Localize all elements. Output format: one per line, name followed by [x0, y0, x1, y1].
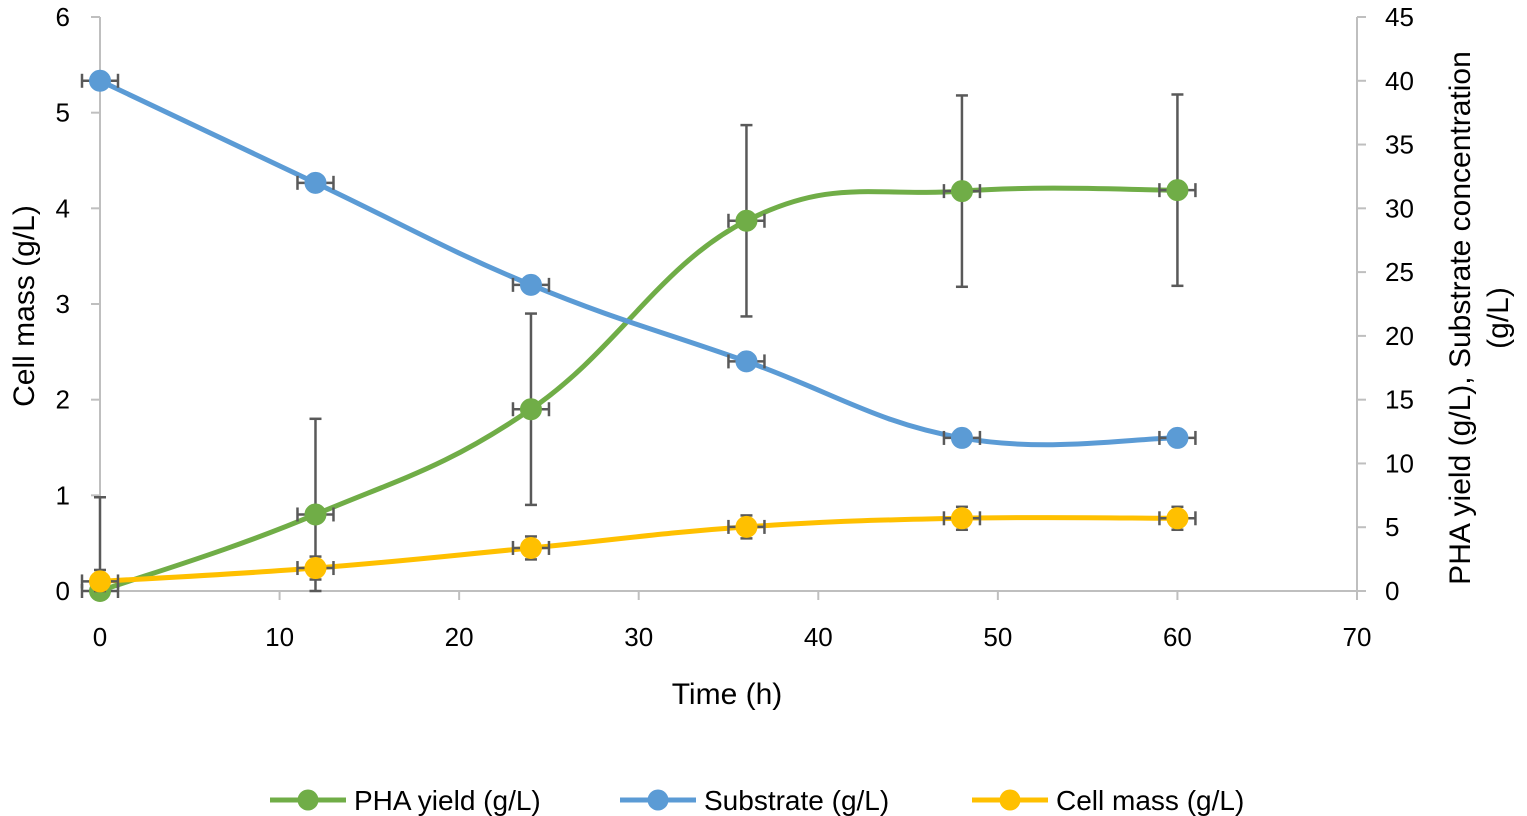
series-line	[97, 78, 1180, 448]
legend-item-1: PHA yield (g/L)	[270, 785, 541, 816]
y-tick-label: 4	[56, 193, 70, 223]
x-tick-label: 60	[1163, 622, 1192, 652]
data-point	[304, 503, 327, 526]
data-point	[304, 171, 327, 194]
y2-tick-label: 10	[1385, 448, 1414, 478]
data-point	[1166, 426, 1189, 449]
series-layer	[80, 69, 1197, 602]
legend-swatch-marker	[999, 789, 1021, 811]
series-line	[97, 185, 1180, 594]
legend-label: Substrate (g/L)	[704, 785, 889, 816]
legend-label: Cell mass (g/L)	[1056, 785, 1244, 816]
data-point	[519, 536, 542, 559]
x-axis-title: Time (h)	[672, 678, 783, 711]
y2-axis-title-line-1: PHA yield (g/L), Substrate concentration	[1444, 51, 1477, 585]
legend-label: PHA yield (g/L)	[354, 785, 541, 816]
y2-tick-label: 25	[1385, 257, 1414, 287]
y-tick-label: 6	[56, 2, 70, 32]
y-tick-label: 5	[56, 98, 70, 128]
x-tick-label: 40	[804, 622, 833, 652]
data-point	[1166, 507, 1189, 530]
x-tick-label: 70	[1343, 622, 1372, 652]
series-3	[80, 505, 1197, 593]
y-axis-title: Cell mass (g/L)	[8, 205, 41, 407]
y2-tick-label: 40	[1385, 66, 1414, 96]
y-tick-label: 1	[56, 480, 70, 510]
y-tick-label: 3	[56, 289, 70, 319]
y-tick-label: 0	[56, 576, 70, 606]
y2-tick-label: 0	[1385, 576, 1399, 606]
data-point	[950, 426, 973, 449]
y2-tick-label: 35	[1385, 130, 1414, 160]
data-point	[950, 507, 973, 530]
y2-tick-label: 30	[1385, 193, 1414, 223]
x-tick-label: 30	[624, 622, 653, 652]
legend-item-2: Substrate (g/L)	[620, 785, 889, 816]
legend: PHA yield (g/L) Substrate (g/L) Cell mass …	[270, 785, 1244, 816]
legend-swatch-marker	[647, 789, 669, 811]
y2-tick-label: 20	[1385, 321, 1414, 351]
series-line	[97, 515, 1180, 584]
data-point	[950, 180, 973, 203]
x-tick-label: 20	[445, 622, 474, 652]
y2-axis-title-line-2: (g/L)	[1482, 287, 1515, 349]
y-tick-label: 2	[56, 385, 70, 415]
data-point	[1166, 179, 1189, 202]
series-2	[80, 69, 1197, 449]
x-tick-label: 10	[265, 622, 294, 652]
labels: Time (h) Cell mass (g/L) PHA yield (g/L)…	[8, 51, 1515, 711]
data-point	[519, 273, 542, 296]
y2-tick-label: 45	[1385, 2, 1414, 32]
data-point	[735, 515, 758, 538]
x-tick-label: 0	[93, 622, 107, 652]
data-point	[735, 350, 758, 373]
y2-tick-label: 5	[1385, 512, 1399, 542]
x-tick-label: 50	[983, 622, 1012, 652]
data-point	[519, 398, 542, 421]
data-point	[735, 209, 758, 232]
data-point	[304, 557, 327, 580]
data-point	[89, 570, 111, 593]
legend-item-3: Cell mass (g/L)	[972, 785, 1244, 816]
y2-tick-label: 15	[1385, 385, 1414, 415]
legend-swatch-marker	[297, 789, 319, 811]
data-point	[89, 69, 111, 92]
series-1	[80, 93, 1197, 602]
